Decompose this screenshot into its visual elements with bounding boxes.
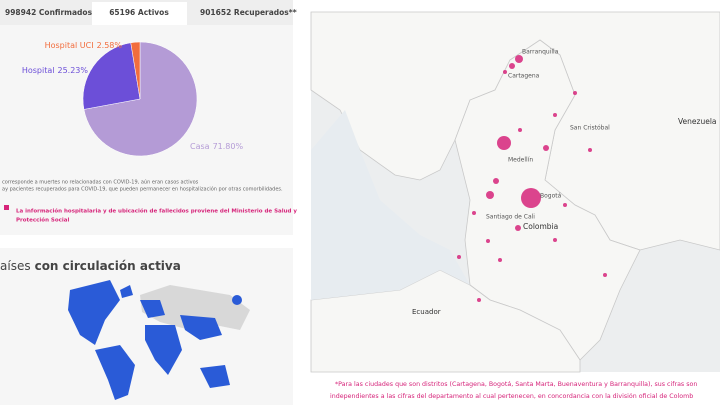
map-label: Santiago de Cali: [486, 214, 535, 221]
slice-value: 71.80%: [213, 142, 244, 151]
source-note: Protección Social: [16, 217, 69, 224]
pie-label: Casa 71.80%: [190, 142, 243, 151]
active-tab: [92, 2, 187, 25]
world-map: [68, 280, 250, 400]
case-bubbles: [457, 55, 607, 302]
map-label: Barranquilla: [522, 49, 559, 56]
note: corresponde a muertes no relacionadas co…: [2, 179, 199, 186]
tab[interactable]: 901652 Recuperados**: [200, 8, 297, 17]
note-icon: [4, 205, 9, 210]
map-label: Venezuela: [678, 117, 717, 126]
map-label: Medellín: [508, 157, 533, 164]
tab[interactable]: 998942 Confirmados: [5, 8, 93, 17]
world-title: aíses con circulación activa: [0, 259, 181, 273]
slice-value: 2.58%: [97, 41, 123, 50]
note: ay pacientes recuperados para COVID-19, …: [2, 186, 283, 193]
sea: [311, 110, 470, 300]
pie-label: Hospital 25.23%: [22, 66, 89, 75]
map-footnote: independientes a las cifras del departam…: [330, 392, 693, 400]
map-label: Cartagena: [508, 73, 540, 80]
country-map: [310, 11, 720, 373]
slice-name: Casa: [190, 142, 210, 151]
map-label: San Cristóbal: [570, 125, 610, 132]
slice-name: Hospital UCI: [45, 41, 94, 50]
map-label: Bogotá: [540, 193, 562, 200]
map-label: Colombia: [523, 222, 558, 231]
source-note: La información hospitalaria y de ubicaci…: [16, 208, 297, 215]
map-label: Ecuador: [412, 308, 441, 316]
map-labels: Barranquilla Cartagena Venezuela Medellí…: [412, 49, 717, 317]
tab[interactable]: 65196 Activos: [109, 8, 169, 17]
pie-slice: [130, 41, 141, 100]
map-footnote: *Para las ciudades que son distritos (Ca…: [335, 380, 697, 388]
slice-name: Hospital: [22, 66, 55, 75]
pie-chart: Casa 71.80% Hospital 25.23% Hospital UCI 2.58…: [22, 41, 243, 157]
pie-label: Hospital UCI 2.58%: [45, 41, 123, 50]
pie-slice: [82, 42, 141, 110]
pie-slice: [83, 41, 198, 157]
slice-value: 25.23%: [57, 66, 88, 75]
